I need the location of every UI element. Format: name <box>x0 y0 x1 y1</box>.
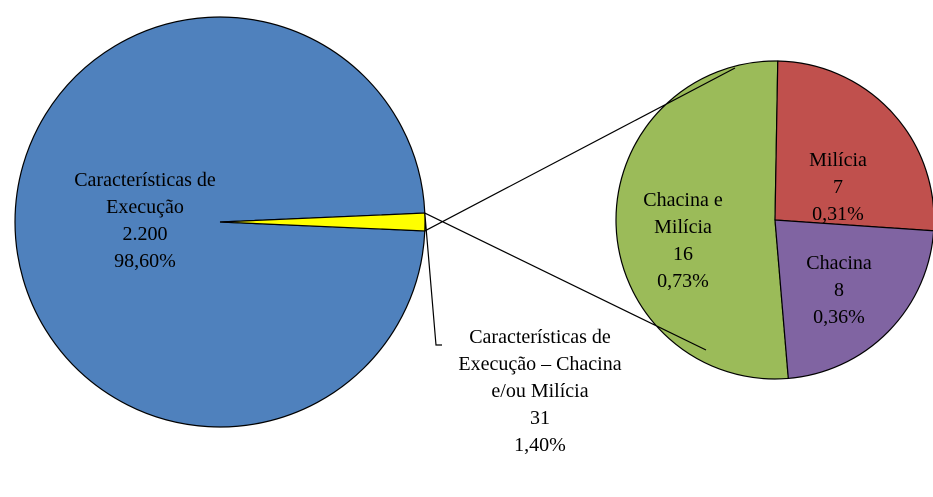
label-percent: 0,31% <box>812 203 864 225</box>
label-percent: 0,36% <box>813 306 865 328</box>
label-name: Características de Execução <box>74 169 216 218</box>
connector-line <box>424 67 736 232</box>
label-percent: 98,60% <box>114 250 176 272</box>
label-value: 31 <box>530 407 550 429</box>
pie-slice <box>615 60 789 380</box>
leader-line <box>424 213 442 346</box>
pie-slice <box>774 219 933 380</box>
data-label: Chacina e Milícia 16 0,73% <box>628 187 738 295</box>
label-value: 7 <box>833 176 843 198</box>
data-label: Características de Execução – Chacina e/… <box>440 324 640 459</box>
label-value: 2.200 <box>122 223 168 245</box>
data-label: Chacina 8 0,36% <box>789 250 889 331</box>
connector-line <box>424 212 707 351</box>
label-name: Milícia <box>809 149 867 171</box>
label-value: 16 <box>673 243 693 265</box>
label-percent: 0,73% <box>657 270 709 292</box>
data-label: Características de Execução 2.200 98,60% <box>40 167 250 275</box>
pie-slice <box>14 16 426 428</box>
label-percent: 1,40% <box>514 434 566 456</box>
label-name: Chacina e Milícia <box>643 189 723 238</box>
data-label: Milícia 7 0,31% <box>788 147 888 228</box>
label-value: 8 <box>834 279 844 301</box>
label-name: Chacina <box>806 252 872 274</box>
label-name: Características de Execução – Chacina e/… <box>458 326 622 402</box>
